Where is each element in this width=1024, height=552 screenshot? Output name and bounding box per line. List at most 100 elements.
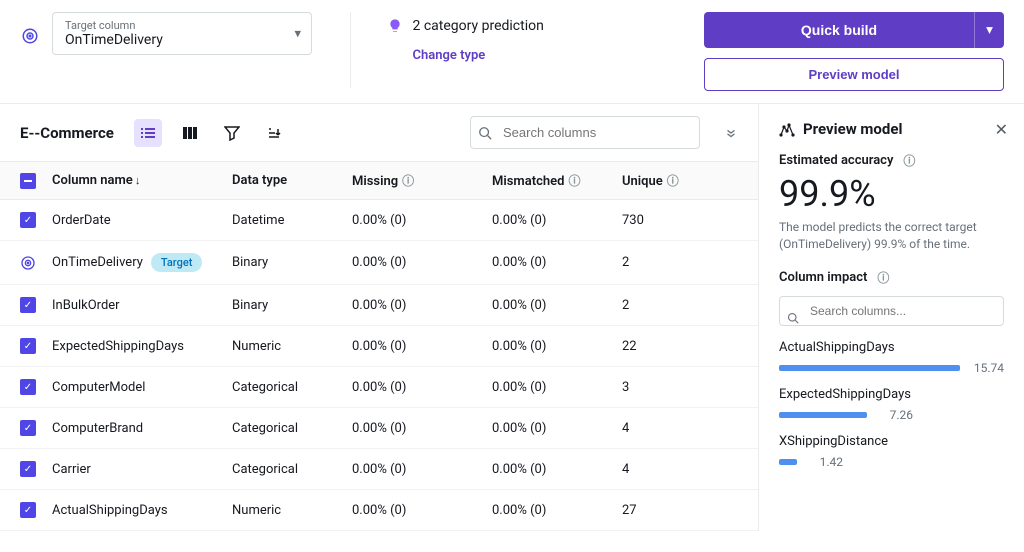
table-header: Column name↓ Data type Missingⓘ Mismatch… bbox=[0, 162, 758, 200]
target-value: OnTimeDelivery bbox=[65, 32, 283, 48]
target-icon bbox=[20, 26, 40, 46]
column-name: OnTimeDeliveryTarget bbox=[52, 253, 232, 272]
unique: 730 bbox=[622, 213, 692, 228]
preview-model-button[interactable]: Preview model bbox=[704, 58, 1004, 91]
mismatched: 0.00% (0) bbox=[492, 503, 622, 518]
column-name: ExpectedShippingDays bbox=[52, 339, 232, 354]
select-all-checkbox[interactable] bbox=[20, 173, 36, 189]
mismatched: 0.00% (0) bbox=[492, 339, 622, 354]
unique: 2 bbox=[622, 255, 692, 270]
impact-list: ActualShippingDays15.74 ExpectedShippingD… bbox=[779, 340, 1004, 469]
grid-view-icon[interactable] bbox=[176, 119, 204, 147]
target-section: Target column OnTimeDelivery ▾ bbox=[20, 12, 314, 103]
search-icon bbox=[478, 126, 492, 140]
impact-name: XShippingDistance bbox=[779, 434, 1004, 449]
impact-row: XShippingDistance 1.42 bbox=[779, 434, 1004, 469]
preview-panel: ✕ Preview model Estimated accuracyⓘ 99.9… bbox=[759, 104, 1024, 531]
sort-icon[interactable] bbox=[260, 119, 288, 147]
column-name: OrderDate bbox=[52, 213, 232, 228]
dataset-name: E--Commerce bbox=[20, 124, 114, 142]
search-icon bbox=[787, 312, 799, 324]
bulb-icon bbox=[387, 18, 403, 34]
impact-search-input[interactable] bbox=[779, 296, 1004, 326]
mismatched: 0.00% (0) bbox=[492, 421, 622, 436]
search-wrap bbox=[470, 116, 700, 149]
missing: 0.00% (0) bbox=[352, 298, 492, 313]
column-name: ComputerModel bbox=[52, 380, 232, 395]
row-checkbox[interactable]: ✓ bbox=[20, 379, 36, 395]
prediction-block: 2 category prediction Change type bbox=[387, 12, 681, 103]
impact-value: 1.42 bbox=[807, 455, 843, 469]
table-row: ✓ComputerModelCategorical0.00% (0)0.00% … bbox=[0, 367, 758, 408]
grid-toolbar: E--Commerce bbox=[0, 104, 758, 162]
panel-title: Preview model bbox=[779, 120, 1004, 138]
row-checkbox[interactable]: ✓ bbox=[20, 502, 36, 518]
header-type[interactable]: Data type bbox=[232, 173, 352, 188]
table-row: ✓OrderDateDatetime0.00% (0)0.00% (0)730 bbox=[0, 200, 758, 241]
target-column-select[interactable]: Target column OnTimeDelivery ▾ bbox=[52, 12, 312, 55]
missing: 0.00% (0) bbox=[352, 503, 492, 518]
header-mismatched[interactable]: Mismatchedⓘ bbox=[492, 172, 622, 189]
impact-value: 7.26 bbox=[877, 408, 913, 422]
unique: 22 bbox=[622, 339, 692, 354]
column-name: ComputerBrand bbox=[52, 421, 232, 436]
target-icon bbox=[20, 255, 36, 271]
column-name: ActualShippingDays bbox=[52, 503, 232, 518]
impact-name: ActualShippingDays bbox=[779, 340, 1004, 355]
estimated-accuracy-label: Estimated accuracyⓘ bbox=[779, 152, 1004, 169]
data-type: Binary bbox=[232, 255, 352, 270]
table-body: ✓OrderDateDatetime0.00% (0)0.00% (0)730O… bbox=[0, 200, 758, 531]
collapse-icon[interactable] bbox=[724, 126, 738, 140]
impact-bar bbox=[779, 365, 960, 371]
missing: 0.00% (0) bbox=[352, 421, 492, 436]
table-row: ✓ActualShippingDaysNumeric0.00% (0)0.00%… bbox=[0, 490, 758, 531]
row-checkbox[interactable]: ✓ bbox=[20, 461, 36, 477]
unique: 2 bbox=[622, 298, 692, 313]
unique: 27 bbox=[622, 503, 692, 518]
table-row: ✓CarrierCategorical0.00% (0)0.00% (0)4 bbox=[0, 449, 758, 490]
missing: 0.00% (0) bbox=[352, 255, 492, 270]
data-type: Categorical bbox=[232, 380, 352, 395]
column-name: Carrier bbox=[52, 462, 232, 477]
data-type: Categorical bbox=[232, 421, 352, 436]
header-unique[interactable]: Uniqueⓘ bbox=[622, 172, 692, 189]
impact-name: ExpectedShippingDays bbox=[779, 387, 1004, 402]
missing: 0.00% (0) bbox=[352, 380, 492, 395]
change-type-link[interactable]: Change type bbox=[413, 48, 681, 77]
header-missing[interactable]: Missingⓘ bbox=[352, 172, 492, 189]
column-name: InBulkOrder bbox=[52, 298, 232, 313]
filter-icon[interactable] bbox=[218, 119, 246, 147]
mismatched: 0.00% (0) bbox=[492, 380, 622, 395]
prediction-text: 2 category prediction bbox=[413, 18, 544, 34]
row-checkbox[interactable]: ✓ bbox=[20, 338, 36, 354]
row-checkbox[interactable]: ✓ bbox=[20, 212, 36, 228]
quick-build-button[interactable]: Quick build bbox=[704, 12, 974, 48]
target-badge: Target bbox=[151, 253, 203, 272]
unique: 3 bbox=[622, 380, 692, 395]
top-bar: Target column OnTimeDelivery ▾ 2 categor… bbox=[0, 0, 1024, 104]
mismatched: 0.00% (0) bbox=[492, 213, 622, 228]
close-icon[interactable]: ✕ bbox=[995, 120, 1008, 139]
missing: 0.00% (0) bbox=[352, 213, 492, 228]
table-row: ✓InBulkOrderBinary0.00% (0)0.00% (0)2 bbox=[0, 285, 758, 326]
impact-row: ActualShippingDays15.74 bbox=[779, 340, 1004, 375]
target-label: Target column bbox=[65, 19, 283, 32]
table-row: OnTimeDeliveryTargetBinary0.00% (0)0.00%… bbox=[0, 241, 758, 285]
row-checkbox[interactable]: ✓ bbox=[20, 420, 36, 436]
table-row: ✓ExpectedShippingDaysNumeric0.00% (0)0.0… bbox=[0, 326, 758, 367]
build-dropdown-button[interactable]: ▾ bbox=[974, 12, 1004, 48]
mismatched: 0.00% (0) bbox=[492, 255, 622, 270]
missing: 0.00% (0) bbox=[352, 462, 492, 477]
unique: 4 bbox=[622, 421, 692, 436]
data-type: Binary bbox=[232, 298, 352, 313]
header-name[interactable]: Column name↓ bbox=[52, 173, 232, 188]
data-type: Datetime bbox=[232, 213, 352, 228]
main-content: E--Commerce bbox=[0, 104, 1024, 531]
row-checkbox[interactable]: ✓ bbox=[20, 297, 36, 313]
data-type: Numeric bbox=[232, 503, 352, 518]
unique: 4 bbox=[622, 462, 692, 477]
impact-bar bbox=[779, 412, 867, 418]
impact-bar bbox=[779, 459, 797, 465]
list-view-icon[interactable] bbox=[134, 119, 162, 147]
search-input[interactable] bbox=[470, 116, 700, 149]
